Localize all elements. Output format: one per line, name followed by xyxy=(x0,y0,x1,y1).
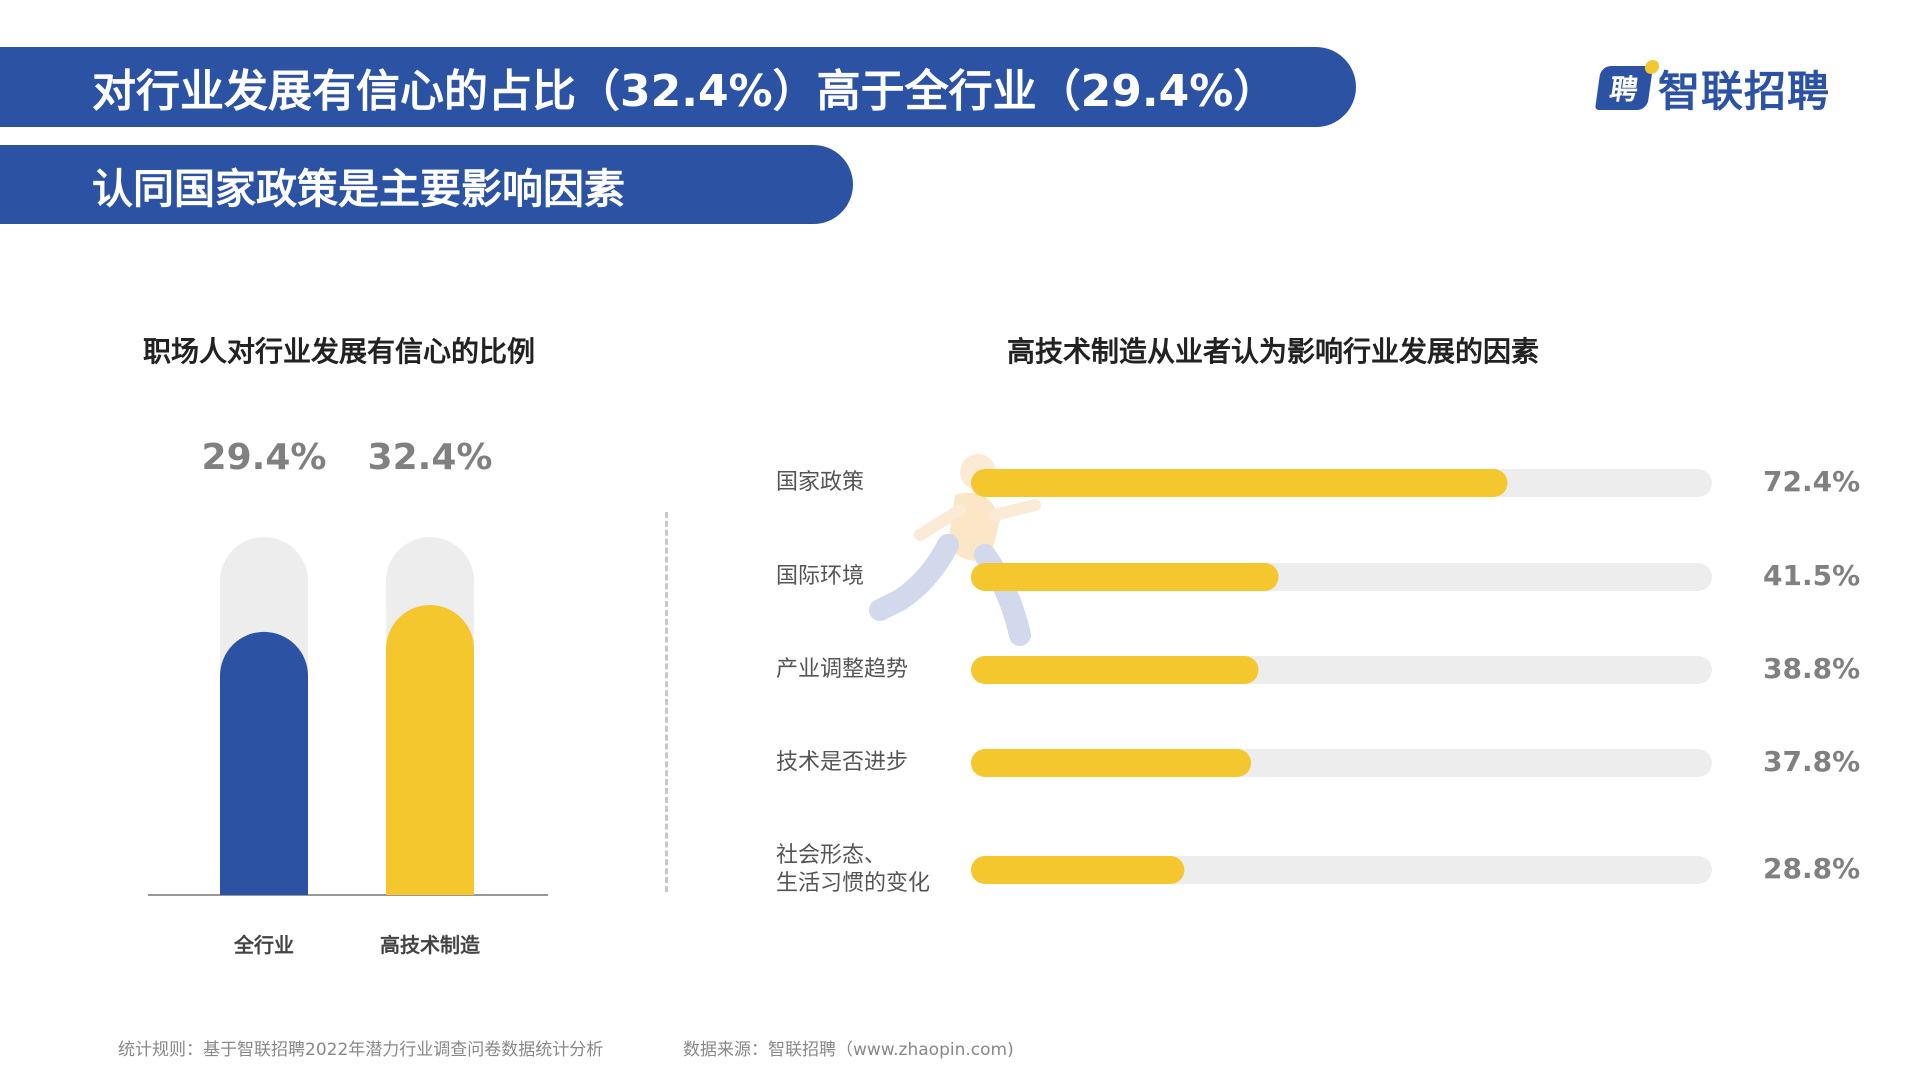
subheadline-text: 认同国家政策是主要影响因素 xyxy=(92,164,625,213)
factor-bar xyxy=(971,469,1508,497)
factor-label-line: 生活习惯的变化 xyxy=(776,871,931,896)
factor-value-label: 28.8% xyxy=(1763,852,1861,885)
factor-value-label: 38.8% xyxy=(1763,652,1861,685)
zhaopin-logo: 聘 智联招聘 xyxy=(1594,60,1830,116)
runner-illustration-icon xyxy=(869,454,1041,646)
factor-bar xyxy=(971,656,1259,684)
factor-label: 产业调整趋势 xyxy=(776,657,909,682)
factor-label: 国际环境 xyxy=(776,564,865,589)
logo-text: 智联招聘 xyxy=(1658,66,1831,116)
footer-source-text: 数据来源：智联招聘（www.zhaopin.com) xyxy=(683,1040,1014,1060)
factor-value-label: 72.4% xyxy=(1763,465,1861,498)
bar-all-industries xyxy=(220,631,308,895)
chart-divider xyxy=(665,512,668,892)
bar-value-label: 29.4% xyxy=(201,437,327,478)
factor-bar xyxy=(971,563,1279,591)
factor-bar xyxy=(971,856,1185,884)
bar-category-label: 高技术制造 xyxy=(380,933,480,957)
headline-text: 对行业发展有信心的占比（32.4%）高于全行业（29.4%） xyxy=(92,66,1278,117)
bar-category-label: 全行业 xyxy=(234,933,294,957)
left-chart-title: 职场人对行业发展有信心的比例 xyxy=(143,335,536,368)
bar-value-label: 32.4% xyxy=(367,437,493,478)
footer-rule-text: 统计规则：基于智联招聘2022年潜力行业调查问卷数据统计分析 xyxy=(118,1040,604,1060)
bar-high-tech-manufacturing xyxy=(386,605,475,895)
headline-banner: 对行业发展有信心的占比（32.4%）高于全行业（29.4%） xyxy=(0,47,1356,127)
subheadline-banner: 认同国家政策是主要影响因素 xyxy=(0,145,853,224)
factor-label-line: 社会形态、 xyxy=(776,843,887,868)
right-chart-title: 高技术制造从业者认为影响行业发展的因素 xyxy=(1007,335,1540,368)
factor-value-label: 37.8% xyxy=(1763,745,1861,778)
factor-label: 国家政策 xyxy=(776,470,865,495)
factor-bar xyxy=(971,749,1252,777)
factor-label: 社会形态、 生活习惯的变化 xyxy=(776,842,930,898)
factor-label: 技术是否进步 xyxy=(776,750,909,775)
factor-value-label: 41.5% xyxy=(1763,559,1861,592)
